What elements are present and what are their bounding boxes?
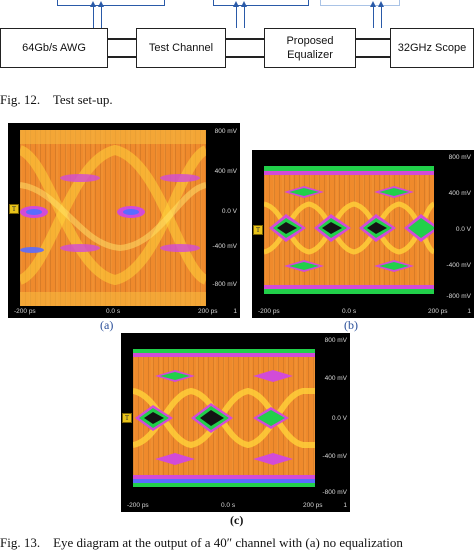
y-tick-a-4: -800 mV xyxy=(212,281,237,288)
corner-c: 1 xyxy=(343,502,347,509)
panel-label-a: (a) xyxy=(100,318,114,332)
awg-block: 64Gb/s AWG xyxy=(0,28,108,68)
eye-panel-c: T 800 mV 400 mV 0.0 V -400 mV -800 mV -2… xyxy=(121,333,350,512)
x-tick-c-2: 200 ps xyxy=(303,502,323,509)
y-tick-a-2: 0.0 V xyxy=(221,208,237,215)
upper-stub-left xyxy=(57,0,165,6)
eye-openings-b xyxy=(269,186,434,272)
fig12-caption: Fig. 12. Test set-up. xyxy=(0,92,113,107)
corner-b: 1 xyxy=(467,308,471,315)
y-tick-b-2: 0.0 V xyxy=(455,226,471,233)
upper-stub-mid xyxy=(213,0,309,6)
eye-plot-b xyxy=(264,166,434,294)
link-awg-channel xyxy=(108,38,136,40)
trigger-marker-a[interactable]: T xyxy=(9,204,19,214)
link-awg-channel-lower xyxy=(108,56,136,58)
eye-openings-c xyxy=(135,370,293,465)
link-equalizer-scope-lower xyxy=(356,56,390,58)
up-arrow-1 xyxy=(90,1,96,28)
x-tick-c-1: 0.0 s xyxy=(221,502,236,509)
up-arrow-4 xyxy=(241,1,247,28)
upper-stub-right xyxy=(320,0,400,6)
panel-label-b: (b) xyxy=(344,318,358,332)
y-tick-a-0: 800 mV xyxy=(214,128,237,135)
panel-label-c: (c) xyxy=(230,513,244,527)
eye-trace-b xyxy=(264,166,434,294)
up-arrow-2 xyxy=(98,1,104,28)
y-tick-a-3: -400 mV xyxy=(212,243,237,250)
y-tick-c-3: -400 mV xyxy=(322,453,347,460)
link-channel-equalizer xyxy=(226,38,264,40)
x-tick-a-2: 200 ps xyxy=(198,308,218,315)
link-channel-equalizer-lower xyxy=(226,56,264,58)
up-arrow-5 xyxy=(370,1,376,28)
test-channel-label: Test Channel xyxy=(148,42,214,54)
x-tick-a-0: -200 ps xyxy=(14,308,36,315)
eye-panel-b: T 800 mV 400 mV 0.0 V -400 mV -800 mV -2… xyxy=(252,150,474,318)
y-tick-c-4: -800 mV xyxy=(322,489,347,496)
x-tick-b-1: 0.0 s xyxy=(342,308,357,315)
trigger-marker-b[interactable]: T xyxy=(253,225,263,235)
fig13-caption: Fig. 13. Eye diagram at the output of a … xyxy=(0,535,403,550)
up-arrow-3 xyxy=(233,1,239,28)
eye-trace-a xyxy=(20,130,206,306)
x-tick-b-2: 200 ps xyxy=(428,308,448,315)
x-tick-b-0: -200 ps xyxy=(258,308,280,315)
trigger-marker-c[interactable]: T xyxy=(122,413,132,423)
y-tick-c-0: 800 mV xyxy=(324,337,347,344)
eye-plot-a xyxy=(20,130,206,306)
scope-block: 32GHz Scope xyxy=(390,28,474,68)
equalizer-label: Proposed Equalizer xyxy=(286,35,334,61)
test-channel-block: Test Channel xyxy=(136,28,226,68)
y-tick-b-0: 800 mV xyxy=(448,154,471,161)
eye-trace-c xyxy=(133,349,315,487)
equalizer-block: Proposed Equalizer xyxy=(264,28,356,68)
y-tick-c-2: 0.0 V xyxy=(331,415,347,422)
x-tick-c-0: -200 ps xyxy=(127,502,149,509)
up-arrow-6 xyxy=(378,1,384,28)
eye-plot-c xyxy=(133,349,315,487)
link-equalizer-scope xyxy=(356,38,390,40)
y-tick-b-3: -400 mV xyxy=(446,262,471,269)
scope-label: 32GHz Scope xyxy=(397,42,467,54)
y-tick-b-1: 400 mV xyxy=(448,190,471,197)
eye-panel-a: T 800 mV 400 mV 0.0 V -400 mV -800 mV -2… xyxy=(8,123,240,318)
y-tick-b-4: -800 mV xyxy=(446,293,471,300)
y-tick-c-1: 400 mV xyxy=(324,375,347,382)
x-tick-a-1: 0.0 s xyxy=(106,308,121,315)
corner-a: 1 xyxy=(233,308,237,315)
awg-label: 64Gb/s AWG xyxy=(22,42,86,54)
y-tick-a-1: 400 mV xyxy=(214,168,237,175)
